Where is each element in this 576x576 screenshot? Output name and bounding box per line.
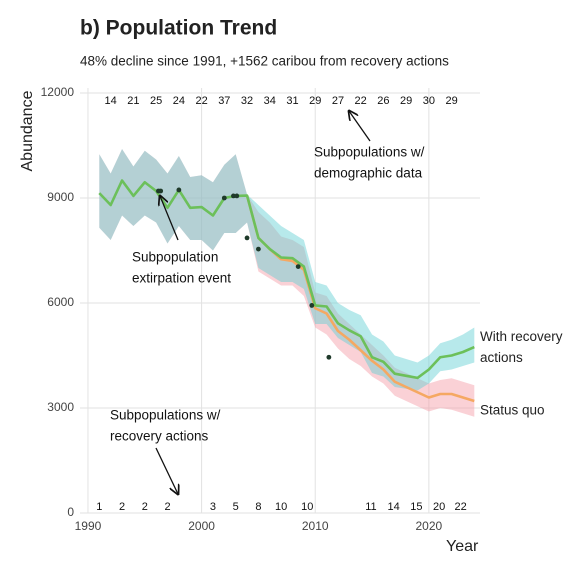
confidence-band bbox=[99, 149, 475, 391]
plot bbox=[98, 149, 475, 417]
y-tick-label: 12000 bbox=[41, 85, 75, 99]
count-label: 29 bbox=[400, 95, 412, 107]
x-tick-label: 2010 bbox=[302, 519, 329, 533]
event-point bbox=[231, 193, 236, 199]
chart-subtitle: 48% decline since 1991, +1562 caribou fr… bbox=[80, 54, 449, 69]
arrow bbox=[349, 111, 371, 142]
count-label: 14 bbox=[105, 95, 117, 107]
legend-label: With recovery actions bbox=[480, 329, 563, 365]
count-label: 2 bbox=[142, 501, 148, 513]
x-tick-label: 2000 bbox=[188, 519, 215, 533]
count-label: 22 bbox=[355, 95, 367, 107]
y-tick-label: 9000 bbox=[47, 190, 74, 204]
count-label: 30 bbox=[423, 95, 435, 107]
count-label: 8 bbox=[255, 501, 261, 513]
event-point bbox=[158, 188, 164, 194]
count-label: 2 bbox=[164, 501, 170, 513]
count-label: 34 bbox=[264, 95, 276, 107]
x-tick-label: 1990 bbox=[75, 519, 102, 533]
count-label: 29 bbox=[309, 95, 321, 107]
count-label: 14 bbox=[388, 501, 400, 513]
annotation: Subpopulations w/ bbox=[314, 145, 425, 160]
event-point bbox=[176, 187, 182, 193]
annotation: Subpopulations w/ bbox=[110, 408, 221, 423]
count-label: 1 bbox=[96, 501, 102, 513]
count-label: 10 bbox=[301, 501, 313, 513]
count-label: 20 bbox=[433, 501, 445, 513]
event-point bbox=[244, 235, 250, 241]
count-label: 27 bbox=[332, 95, 344, 107]
legend-label: Status quo bbox=[480, 403, 545, 418]
count-label: 5 bbox=[233, 501, 239, 513]
series-line bbox=[245, 195, 475, 403]
count-label: 21 bbox=[127, 95, 139, 107]
y-tick-label: 0 bbox=[67, 505, 74, 519]
count-label: 10 bbox=[275, 501, 287, 513]
count-label: 29 bbox=[445, 95, 457, 107]
event-point bbox=[326, 354, 332, 360]
annotation: demographic data bbox=[314, 166, 423, 181]
event-point bbox=[234, 193, 240, 199]
count-label: 31 bbox=[286, 95, 298, 107]
confidence-band bbox=[99, 149, 475, 417]
annotation: recovery actions bbox=[110, 429, 209, 444]
event-point bbox=[309, 303, 315, 308]
annotation: extirpation event bbox=[132, 271, 231, 286]
count-label: 37 bbox=[218, 95, 230, 107]
count-label: 2 bbox=[119, 501, 125, 513]
count-label: 15 bbox=[410, 501, 422, 513]
count-label: 22 bbox=[195, 95, 207, 107]
grid bbox=[80, 88, 480, 514]
y-tick-label: 6000 bbox=[47, 295, 74, 309]
count-label: 22 bbox=[455, 501, 467, 513]
event-point bbox=[256, 246, 261, 252]
y-axis-label: Abundance bbox=[19, 90, 36, 171]
event-point bbox=[295, 264, 301, 269]
event-point bbox=[221, 195, 227, 201]
count-label: 3 bbox=[210, 501, 216, 513]
x-tick-label: 2020 bbox=[416, 519, 443, 533]
count-label: 25 bbox=[150, 95, 162, 107]
count-label: 11 bbox=[365, 501, 376, 513]
count-label: 32 bbox=[241, 95, 253, 107]
arrow bbox=[155, 447, 178, 494]
count-label: 24 bbox=[173, 95, 185, 107]
arrow bbox=[160, 196, 179, 241]
y-tick-label: 3000 bbox=[47, 400, 74, 414]
x-axis-label: Year bbox=[446, 538, 479, 555]
count-label: 26 bbox=[377, 95, 389, 107]
annotation: Subpopulation bbox=[132, 250, 218, 265]
chart-title: b) Population Trend bbox=[80, 17, 277, 40]
